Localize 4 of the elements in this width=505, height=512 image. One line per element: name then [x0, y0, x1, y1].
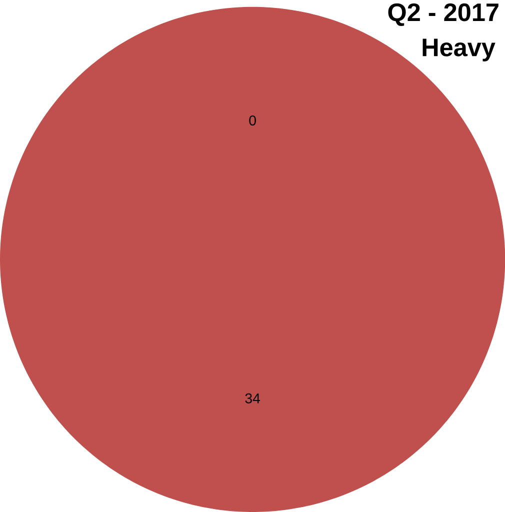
text: Heavy	[422, 38, 496, 62]
chart-title: Q2 - 2017	[388, 3, 498, 26]
text: 0	[249, 116, 256, 126]
data-label: 34	[245, 393, 260, 404]
